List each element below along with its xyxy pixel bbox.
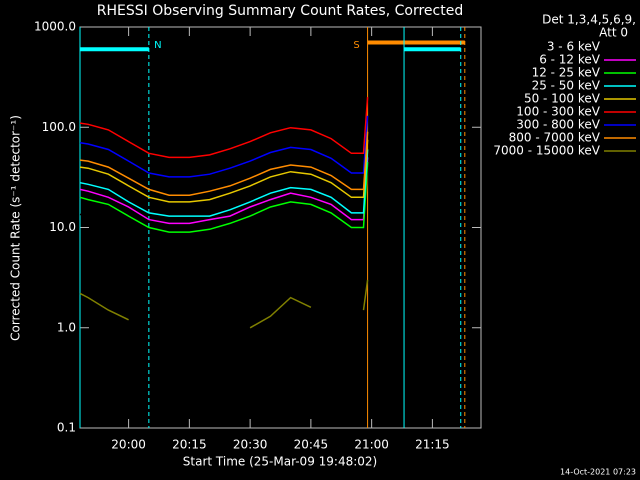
- chart-title: RHESSI Observing Summary Count Rates, Co…: [97, 3, 463, 19]
- y-axis-label: Corrected Count Rate (s⁻¹ detector⁻¹): [9, 115, 23, 341]
- x-tick-label: 20:45: [294, 438, 329, 452]
- y-tick-label: 100.0: [42, 120, 76, 134]
- plot-frame: [79, 26, 482, 429]
- series-line: [79, 167, 369, 250]
- series-line: [79, 115, 369, 178]
- legend-label: 50 - 100 keV: [524, 92, 601, 106]
- x-tick-label: 21:00: [354, 438, 389, 452]
- series-line: [79, 97, 369, 159]
- legend-label: 12 - 25 keV: [532, 66, 601, 80]
- legend-label: 3 - 6 keV: [547, 40, 601, 54]
- x-tick-label: 20:00: [111, 438, 146, 452]
- x-tick-label: 20:15: [172, 438, 207, 452]
- legend-header: Det 1,3,4,5,6,9,: [542, 13, 636, 27]
- y-tick-label: 0.1: [57, 421, 76, 435]
- y-tick-label: 10.0: [49, 220, 76, 234]
- legend-label: 800 - 7000 keV: [509, 131, 601, 145]
- x-axis-label: Start Time (25-Mar-09 19:48:02): [183, 455, 377, 469]
- series-line: [79, 279, 369, 329]
- series-line: [79, 149, 369, 217]
- legend-label: 300 - 800 keV: [516, 118, 600, 132]
- y-tick-label: 1.0: [57, 320, 76, 334]
- legend-label: 100 - 300 keV: [516, 105, 600, 119]
- series-line: [79, 157, 369, 225]
- legend-header: Att 0: [599, 26, 628, 40]
- series-line: [79, 131, 369, 196]
- interval-label: S: [353, 40, 359, 51]
- legend-label: 6 - 12 keV: [539, 53, 601, 67]
- legend-label: 25 - 50 keV: [532, 79, 601, 93]
- x-tick-label: 20:30: [233, 438, 268, 452]
- series-line: [79, 161, 369, 233]
- interval-label: N: [154, 40, 161, 51]
- footer: 14-Oct-2021 07:23: [560, 468, 636, 477]
- series-line: [79, 139, 369, 203]
- legend-label: 7000 - 15000 keV: [493, 144, 600, 158]
- x-tick-label: 21:15: [415, 438, 450, 452]
- y-tick-label: 1000.0: [34, 20, 76, 34]
